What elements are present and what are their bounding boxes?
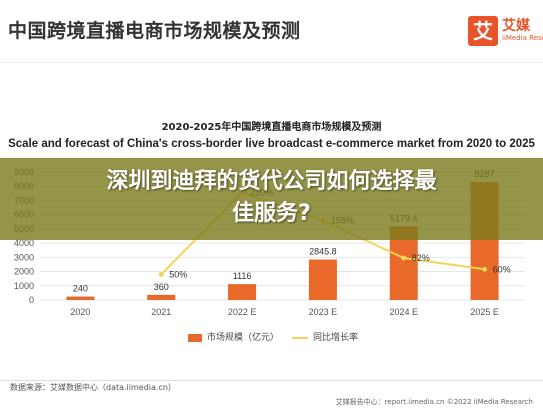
legend-item-market-size: 市场规模（亿元） — [188, 330, 279, 343]
growth-rate-label: 82% — [412, 253, 430, 263]
growth-point — [482, 266, 488, 272]
x-tick-label: 2021 — [151, 307, 171, 317]
y-tick-label: 1000 — [14, 281, 34, 291]
legend-label-growth-rate: 同比增长率 — [313, 333, 359, 343]
y-tick-label: 3000 — [14, 252, 34, 262]
bar — [228, 284, 257, 300]
x-tick-label: 2023 E — [309, 307, 338, 317]
bar — [66, 296, 95, 300]
logo-mark: 艾 — [468, 16, 498, 46]
growth-point — [158, 271, 164, 277]
banner-line-2: 佳服务? — [232, 201, 311, 226]
brand-logo: 艾 艾媒 iiMedia Research — [468, 14, 543, 50]
y-tick-label: 4000 — [14, 238, 34, 248]
x-axis: 2020 2021 2022 E 2023 E 2024 E 2025 E — [70, 307, 498, 317]
legend-item-growth-rate: 同比增长率 — [292, 330, 358, 343]
bar-value-label: 1116 — [233, 271, 252, 281]
footer-divider — [0, 380, 543, 381]
banner-line-1: 深圳到迪拜的货代公司如何选择最 — [106, 169, 437, 194]
y-tick-label: 0 — [29, 295, 34, 305]
bar-value-label: 240 — [73, 284, 88, 294]
logo-name: 艾媒 — [502, 18, 530, 34]
y-tick-label: 2000 — [14, 267, 34, 277]
header-title: 中国跨境直播电商市场规模及预测 — [8, 20, 301, 42]
x-tick-label: 2024 E — [389, 307, 418, 317]
x-tick-label: 2022 E — [228, 307, 257, 317]
report-credit: 艾媒报告中心：report.iimedia.cn ©2022 iiMedia R… — [335, 398, 533, 406]
banner-headline: 深圳到迪拜的货代公司如何选择最 佳服务? — [0, 166, 543, 230]
chart-title: 2020-2025年中国跨境直播电商市场规模及预测 — [161, 122, 382, 133]
chart-subtitle: Scale and forecast of China's cross-bord… — [8, 138, 535, 150]
bar-value-label: 2845.8 — [309, 247, 337, 257]
growth-point — [401, 255, 407, 261]
bar — [147, 294, 176, 300]
header-divider — [0, 62, 543, 63]
bar-value-label: 360 — [154, 282, 169, 292]
logo-subtitle: iiMedia Research — [502, 34, 543, 42]
bar — [308, 259, 337, 300]
data-source-note: 数据来源：艾媒数据中心（data.iimedia.cn） — [10, 383, 176, 392]
legend-bar-swatch — [188, 333, 202, 342]
x-tick-label: 2025 E — [470, 307, 499, 317]
growth-rate-label: 50% — [169, 269, 187, 279]
growth-rate-label: 60% — [493, 264, 511, 274]
overlay-banner: 深圳到迪拜的货代公司如何选择最 佳服务? — [0, 158, 543, 240]
legend-line-swatch — [292, 336, 308, 339]
x-tick-label: 2020 — [70, 307, 90, 317]
legend-label-market-size: 市场规模（亿元） — [207, 333, 280, 343]
